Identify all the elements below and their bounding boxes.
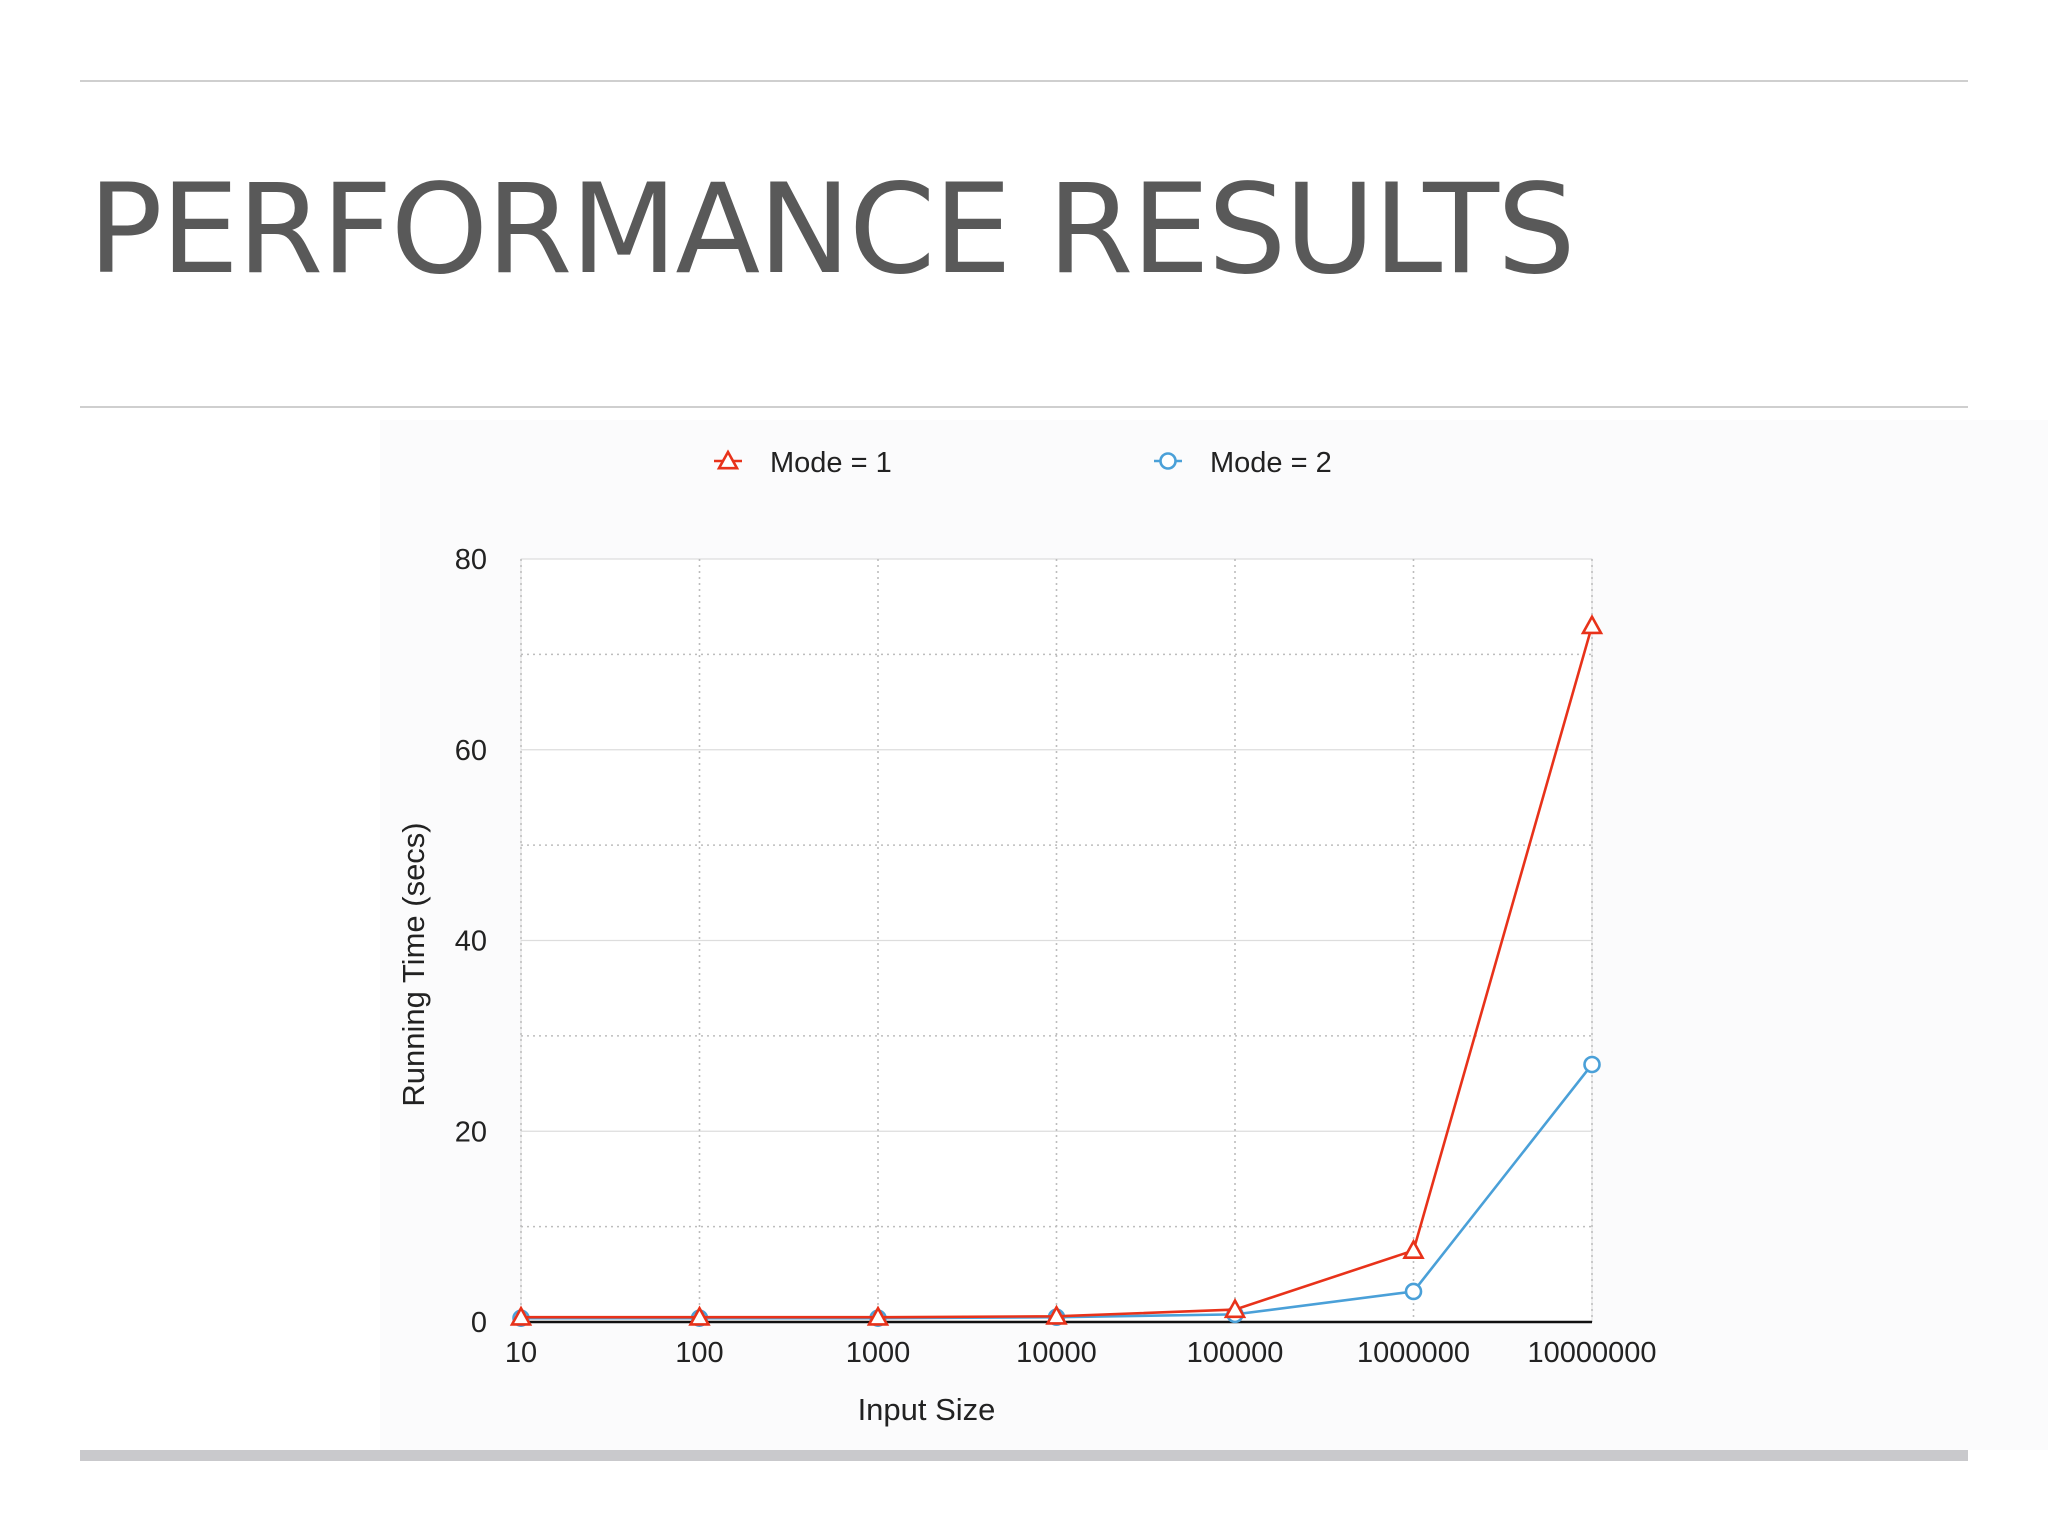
triangle-marker: [1402, 1238, 1425, 1259]
x-axis-title: Input Size: [858, 1392, 996, 1427]
x-tick-label: 1000: [846, 1337, 911, 1369]
top-divider: [80, 80, 1968, 82]
x-tick-label: 100000: [1187, 1337, 1284, 1369]
y-axis-title: Running Time (secs): [396, 822, 431, 1106]
x-tick-label: 1000000: [1357, 1337, 1470, 1369]
legend-label: Mode = 2: [1210, 447, 1332, 479]
chart-labels: 0 20 40 60 80 10 100 1000 10000 100000 1000000 1000…: [396, 544, 1657, 1427]
x-tick-label: 10: [505, 1337, 537, 1369]
y-tick-label: 0: [471, 1307, 487, 1339]
triangle-marker: [1045, 1304, 1068, 1325]
circle-marker: [1583, 1055, 1601, 1074]
bottom-bar: [80, 1450, 1968, 1461]
triangle-marker: [688, 1305, 711, 1326]
x-tick-label: 10000: [1016, 1337, 1097, 1369]
circle-marker: [1159, 452, 1177, 470]
circle-marker: [1404, 1282, 1423, 1301]
x-tick-label: 100: [675, 1337, 723, 1369]
chart-series: [509, 614, 1604, 1327]
legend-label: Mode = 1: [770, 447, 892, 479]
triangle-marker: [509, 1305, 533, 1326]
triangle-marker: [1223, 1297, 1247, 1319]
triangle-marker: [866, 1305, 890, 1326]
y-tick-label: 20: [455, 1116, 487, 1148]
triangle-marker: [1580, 614, 1604, 635]
triangle-marker: [716, 449, 740, 470]
y-tick-label: 80: [455, 544, 487, 576]
y-tick-label: 60: [455, 735, 487, 767]
y-tick-label: 40: [455, 926, 487, 958]
title-divider: [80, 406, 1968, 408]
slide-title: PERFORMANCE RESULTS: [88, 158, 1576, 302]
x-tick-label: 10000000: [1527, 1337, 1656, 1369]
chart-legend: Mode = 1 Mode = 2: [714, 447, 1332, 479]
chart-grid: [520, 558, 1593, 1323]
